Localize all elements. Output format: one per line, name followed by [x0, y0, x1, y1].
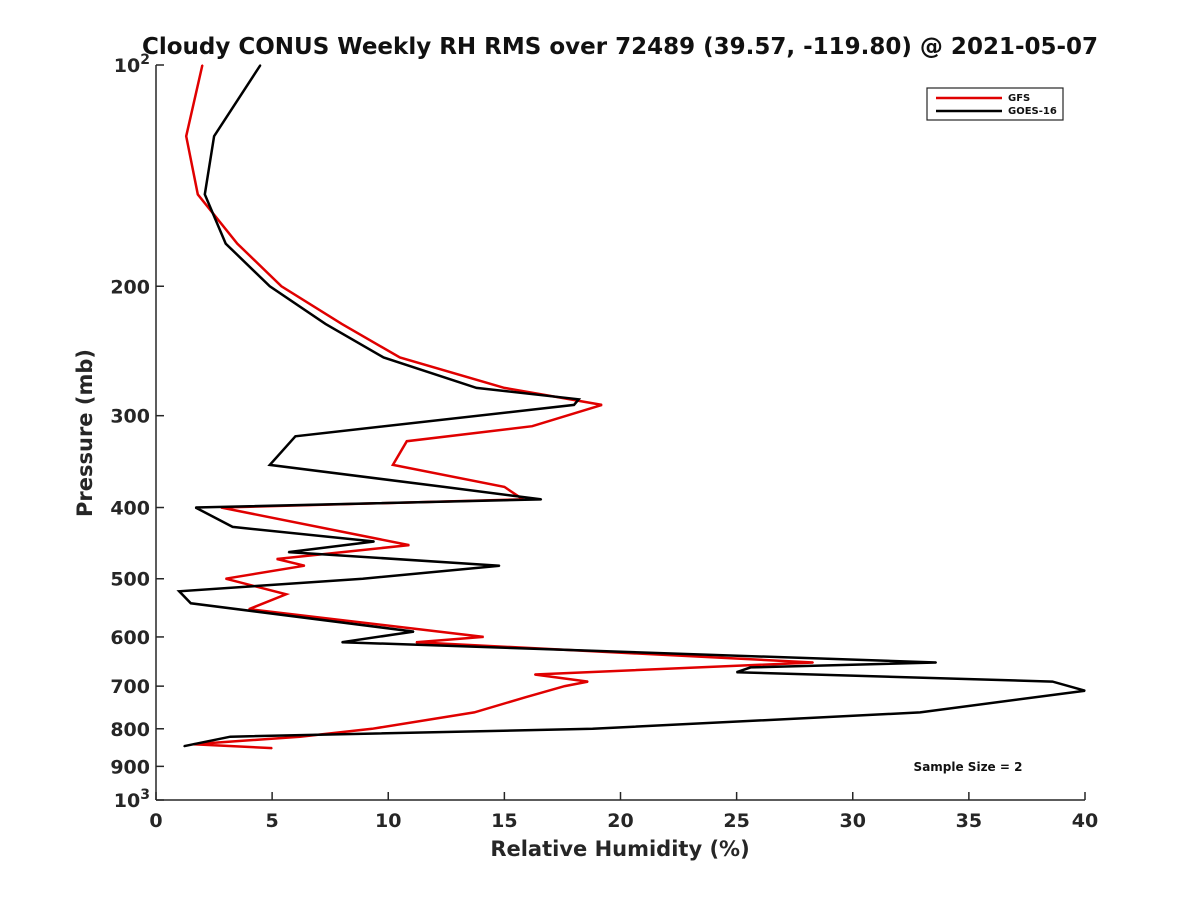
data-point-gfs	[503, 486, 505, 488]
data-point-goes16	[194, 506, 197, 509]
series-layer	[176, 64, 1086, 750]
data-point-gfs	[341, 323, 343, 325]
data-point-gfs	[280, 285, 283, 287]
x-tick-label: 10	[375, 810, 401, 832]
sample-size-note: Sample Size = 2	[914, 760, 1023, 774]
data-point-gfs	[236, 243, 238, 245]
data-point-goes16	[475, 387, 478, 389]
y-tick-label: 103	[114, 787, 150, 812]
data-point-gfs	[201, 64, 204, 66]
data-point-gfs	[185, 135, 187, 137]
data-point-gfs	[524, 696, 526, 698]
data-point-goes16	[443, 486, 445, 488]
data-point-goes16	[499, 565, 501, 567]
data-point-goes16	[190, 602, 192, 604]
legend: GFS GOES-16	[926, 87, 1064, 121]
data-point-goes16	[373, 540, 375, 543]
data-point-gfs	[601, 404, 603, 406]
y-tick-label: 800	[110, 719, 150, 741]
data-point-gfs	[564, 685, 566, 687]
x-tick-label: 40	[1072, 810, 1098, 832]
data-point-gfs	[531, 425, 533, 427]
data-point-gfs	[285, 593, 287, 595]
data-point-goes16	[592, 728, 594, 730]
data-point-goes16	[178, 590, 180, 592]
x-axis-label: Relative Humidity (%)	[490, 837, 749, 861]
data-point-goes16	[324, 323, 327, 325]
data-point-goes16	[383, 356, 385, 359]
data-point-goes16	[294, 435, 296, 437]
data-point-goes16	[183, 745, 185, 747]
data-point-goes16	[287, 551, 289, 553]
x-tick-label: 20	[607, 810, 633, 832]
data-point-goes16	[259, 64, 262, 66]
data-point-goes16	[540, 498, 543, 501]
data-point-gfs	[533, 673, 536, 676]
data-point-goes16	[1084, 690, 1086, 692]
data-point-gfs	[482, 636, 485, 638]
data-point-goes16	[269, 285, 271, 287]
data-point-gfs	[225, 578, 227, 580]
y-tick-label: 400	[110, 498, 150, 520]
data-point-goes16	[919, 711, 921, 713]
y-axis-label: Pressure (mb)	[73, 349, 97, 517]
x-tick-label: 15	[491, 810, 517, 832]
y-tick-label: 700	[110, 676, 150, 698]
plot-background	[156, 65, 1085, 800]
y-tick-label: 300	[110, 406, 150, 428]
x-tick-label: 35	[956, 810, 982, 832]
data-point-gfs	[276, 558, 278, 560]
chart-title: Cloudy CONUS Weekly RH RMS over 72489 (3…	[142, 34, 1098, 60]
y-tick-label: 200	[110, 276, 150, 298]
data-point-gfs	[399, 356, 401, 359]
y-tick-label: 102	[114, 52, 150, 77]
data-point-goes16	[229, 736, 231, 738]
legend-box	[926, 87, 1064, 121]
data-point-gfs	[415, 641, 417, 643]
legend-label-goes16: GOES-16	[1008, 106, 1057, 117]
data-point-gfs	[503, 387, 505, 389]
data-point-goes16	[413, 630, 415, 633]
data-point-gfs	[304, 565, 306, 567]
data-point-goes16	[213, 135, 215, 137]
x-tick-label: 25	[723, 810, 749, 832]
data-point-goes16	[578, 398, 580, 400]
data-point-goes16	[225, 243, 227, 245]
data-point-goes16	[362, 578, 364, 580]
data-point-gfs	[197, 193, 199, 196]
data-point-gfs	[392, 464, 394, 466]
plot-area: 0 5 10 15 20 25 30 35 40 102 200 300 400 500 600 700 80…	[110, 52, 1098, 832]
y-axis-ticks: 102 200 300 400 500 600 700 800 900 103	[110, 52, 164, 812]
y-tick-label: 500	[110, 569, 150, 591]
data-point-goes16	[1051, 680, 1054, 683]
data-point-gfs	[271, 747, 273, 749]
data-point-goes16	[935, 661, 937, 664]
x-tick-label: 0	[149, 810, 162, 832]
data-point-gfs	[408, 544, 410, 546]
x-tick-label: 5	[266, 810, 279, 832]
data-point-gfs	[406, 440, 408, 442]
legend-label-gfs: GFS	[1008, 93, 1030, 104]
data-point-gfs	[371, 728, 373, 730]
series-goes16	[176, 64, 1086, 748]
data-point-gfs	[473, 711, 475, 713]
x-tick-label: 30	[840, 810, 866, 832]
data-point-goes16	[749, 666, 752, 668]
x-axis-ticks: 0 5 10 15 20 25 30 35 40	[149, 792, 1098, 832]
data-point-goes16	[573, 404, 575, 406]
data-point-goes16	[204, 193, 206, 196]
data-point-goes16	[341, 641, 343, 643]
data-point-gfs	[812, 661, 814, 664]
data-point-goes16	[269, 464, 271, 466]
y-tick-label: 600	[110, 627, 150, 649]
y-tick-label: 900	[110, 756, 150, 778]
data-point-goes16	[232, 526, 234, 528]
data-point-goes16	[736, 671, 738, 673]
data-point-gfs	[587, 680, 589, 683]
